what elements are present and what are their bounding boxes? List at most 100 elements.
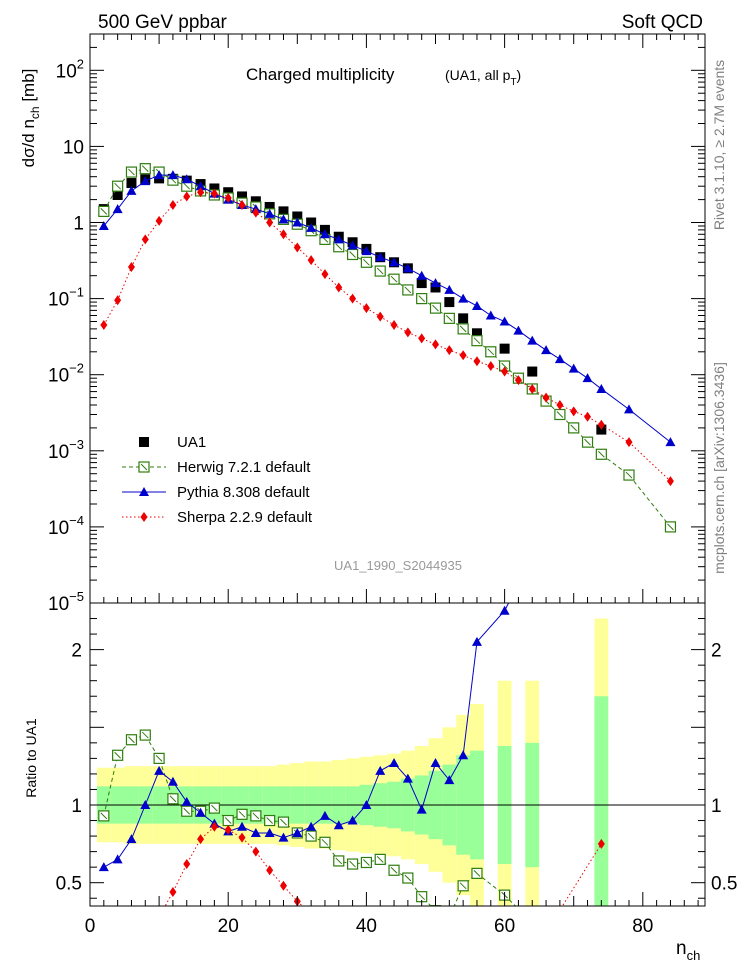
marker-slash [335, 243, 343, 251]
ratio-point [169, 887, 177, 898]
marker-slash [432, 304, 439, 312]
main-point [346, 248, 359, 261]
main-point [513, 325, 524, 335]
main-point [114, 295, 122, 306]
ratio-point [402, 872, 414, 884]
ratio-point [100, 951, 107, 961]
marker-slash [349, 251, 356, 258]
marker-slash [140, 463, 148, 471]
main-point [485, 310, 496, 320]
main-plot-area [98, 163, 677, 533]
ratio-point [471, 867, 483, 879]
legend-marker [138, 461, 150, 473]
ratio-point [597, 838, 605, 849]
marker-slash [266, 817, 274, 824]
main-point [100, 319, 108, 330]
main-title: Charged multiplicity [246, 65, 395, 84]
main-point [584, 411, 592, 422]
main-ytick-label: 10−5 [48, 589, 84, 615]
marker-slash [114, 182, 121, 190]
ratio-point [208, 802, 220, 814]
ratio-ytick-label-right: 0.5 [711, 874, 737, 895]
main-point [278, 214, 289, 224]
main-point [402, 263, 413, 273]
legend-entry-0: UA1 [139, 434, 206, 451]
main-point [471, 300, 482, 310]
ratio-point [278, 832, 289, 842]
main-point [458, 313, 469, 324]
ratio-point [446, 943, 453, 953]
band-inner [594, 696, 609, 906]
ratio-point [333, 820, 344, 830]
legend-entry-2: Pythia 8.308 default [122, 484, 310, 501]
main-point [125, 166, 138, 178]
main-point [307, 255, 315, 266]
ratio-ytick-label-right: 2 [711, 641, 722, 662]
ratio-point [153, 752, 165, 764]
main-point [361, 246, 372, 256]
ratio-point [112, 854, 123, 864]
analysis-watermark: UA1_1990_S2044935 [334, 558, 462, 573]
ratio-point [430, 758, 441, 768]
main-ytick-label: 1 [73, 214, 84, 235]
marker-box [429, 905, 442, 906]
main-point [195, 181, 206, 191]
main-point [473, 356, 481, 367]
marker-box [444, 912, 454, 922]
main-point [181, 174, 192, 184]
main-point [155, 215, 163, 226]
marker-slash [335, 857, 343, 865]
marker-slash [404, 874, 412, 882]
marker-slash [280, 818, 287, 826]
x-tick-label: 40 [356, 916, 377, 937]
ratio-point [156, 912, 163, 922]
main-ytick-label: 10−2 [48, 361, 84, 387]
main-point [429, 302, 442, 314]
main-point [666, 476, 674, 487]
ratio-point [308, 909, 315, 919]
main-point [416, 293, 428, 305]
marker-slash [224, 817, 232, 824]
main-point [568, 363, 579, 373]
main-point [432, 339, 440, 350]
main-point [582, 373, 593, 383]
main-point [112, 204, 123, 214]
ratio-point [321, 918, 328, 928]
ratio-point [473, 946, 480, 956]
ratio-point [238, 832, 246, 843]
ratio-point [128, 943, 135, 953]
legend-marker [139, 437, 149, 447]
main-ytick-base: 10 [56, 61, 77, 82]
ratio-point [114, 949, 121, 959]
marker-slash [390, 275, 398, 283]
marker-slash [404, 286, 412, 294]
main-ytick-exp: −4 [69, 513, 84, 528]
main-point [374, 265, 386, 277]
main-point [209, 183, 220, 194]
ratio-point [250, 810, 262, 822]
ratio-point [458, 750, 469, 760]
main-point [126, 185, 137, 195]
main-point [499, 343, 510, 354]
marker-slash [211, 804, 218, 812]
ratio-point [501, 948, 508, 958]
marker-slash [141, 731, 149, 739]
main-point [169, 199, 177, 210]
marker-slash [155, 755, 163, 762]
ratio-point [335, 924, 342, 934]
main-point [266, 217, 274, 228]
main-ytick-base: 10 [48, 290, 69, 311]
main-ytick-label: 10−1 [48, 285, 84, 311]
ratio-point [305, 830, 317, 842]
main-point [264, 208, 275, 218]
ratio-point [499, 605, 510, 615]
main-point [665, 437, 676, 447]
ratio-point [264, 814, 276, 827]
ratio-point [471, 636, 482, 646]
ratio-point [346, 858, 359, 870]
marker-slash [100, 812, 108, 820]
marker-slash [321, 838, 329, 846]
ratio-point [319, 810, 330, 820]
marker-slash [667, 523, 674, 531]
